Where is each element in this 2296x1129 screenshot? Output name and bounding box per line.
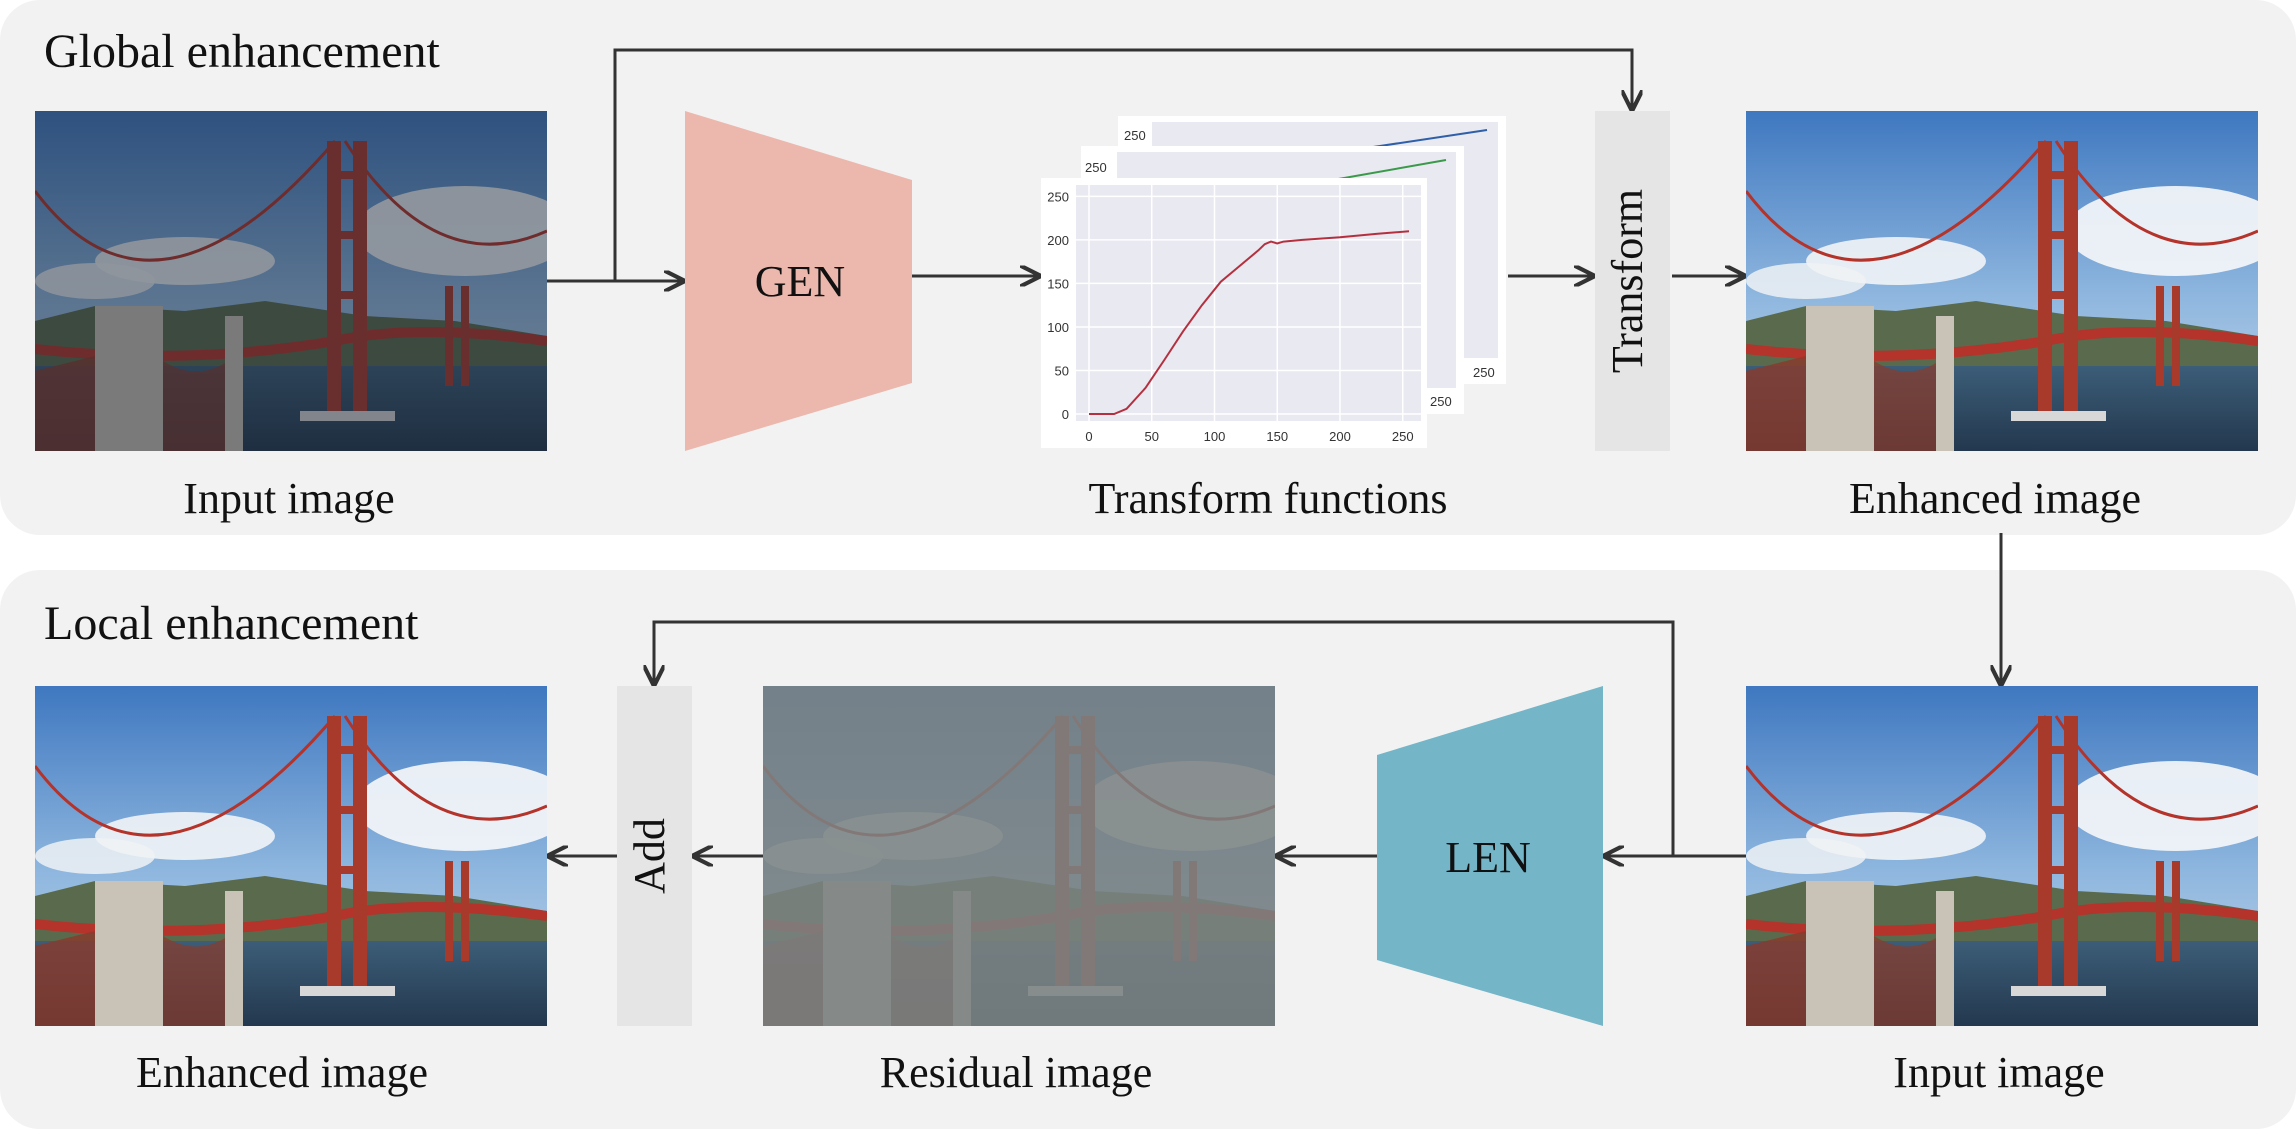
global-output-caption: Enhanced image bbox=[1849, 474, 2141, 523]
curve-red bbox=[1089, 230, 1410, 415]
local-input-caption: Input image bbox=[1893, 1048, 2104, 1097]
x-tick-label: 250 bbox=[1392, 429, 1414, 444]
arrow-skip-to-transform bbox=[613, 48, 1632, 281]
x-tick-label: 50 bbox=[1145, 429, 1159, 444]
global-input-caption: Input image bbox=[183, 474, 394, 523]
x-tick-label: 0 bbox=[1085, 429, 1092, 444]
back-card-tick-x: 250 bbox=[1473, 365, 1495, 380]
x-tick-label: 150 bbox=[1266, 429, 1288, 444]
add-label: Add bbox=[625, 818, 674, 894]
functions-caption: Transform functions bbox=[1089, 474, 1448, 523]
plot-grid bbox=[1076, 185, 1421, 421]
local-enhanced-image bbox=[35, 686, 575, 1026]
residual-image bbox=[763, 686, 1275, 1026]
transform-functions-stack: 250 250 250 250 0 50 100 150 200 250 0 50 100 15… bbox=[1041, 116, 1506, 448]
plot-card-front: 0 50 100 150 200 250 0 50 100 150 200 250 bbox=[1041, 178, 1427, 448]
plot-area bbox=[1076, 185, 1421, 421]
transform-label: Transform bbox=[1603, 189, 1652, 373]
middle-card-tick-x: 250 bbox=[1430, 394, 1452, 409]
plot-x-ticks: 0 50 100 150 200 250 bbox=[1085, 429, 1413, 444]
x-tick-label: 200 bbox=[1329, 429, 1351, 444]
len-label: LEN bbox=[1445, 833, 1531, 882]
back-card-tick-y: 250 bbox=[1124, 128, 1146, 143]
transform-box bbox=[1595, 111, 1670, 451]
arrows bbox=[547, 48, 2001, 856]
y-tick-label: 150 bbox=[1047, 276, 1069, 291]
global-enhanced-image bbox=[1746, 111, 2286, 451]
plot-y-ticks: 0 50 100 150 200 250 bbox=[1047, 189, 1069, 422]
arrow-skip-to-add bbox=[654, 620, 1675, 856]
local-output-caption: Enhanced image bbox=[136, 1048, 428, 1097]
len-network-block bbox=[1377, 686, 1603, 1026]
gen-label: GEN bbox=[755, 257, 845, 306]
x-tick-label: 100 bbox=[1204, 429, 1226, 444]
y-tick-label: 250 bbox=[1047, 189, 1069, 204]
global-input-image bbox=[35, 111, 547, 451]
local-panel-title: Local enhancement bbox=[44, 597, 419, 650]
y-tick-label: 50 bbox=[1055, 363, 1069, 378]
gen-network-block bbox=[685, 111, 912, 451]
y-tick-label: 0 bbox=[1062, 407, 1069, 422]
y-tick-label: 100 bbox=[1047, 320, 1069, 335]
residual-caption: Residual image bbox=[880, 1048, 1153, 1097]
y-tick-label: 200 bbox=[1047, 233, 1069, 248]
global-panel-title: Global enhancement bbox=[44, 25, 441, 78]
middle-card-tick-y: 250 bbox=[1085, 160, 1107, 175]
add-box bbox=[617, 686, 692, 1026]
local-input-image bbox=[1746, 686, 2286, 1026]
